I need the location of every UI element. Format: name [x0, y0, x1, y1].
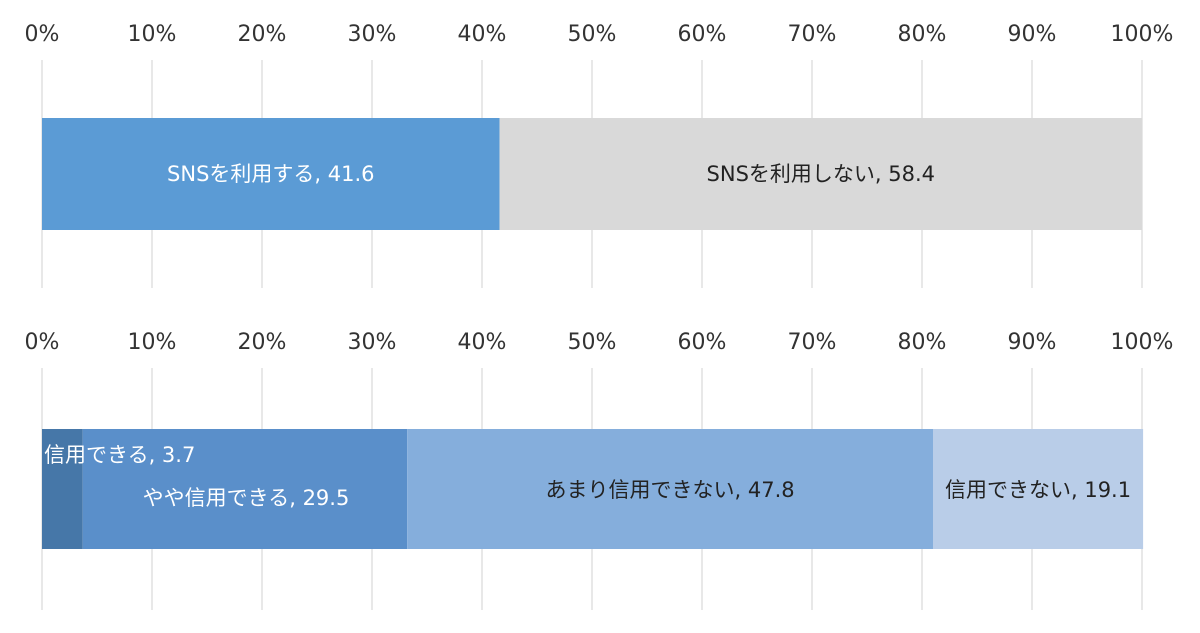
x-tick-label: 80% [898, 22, 947, 47]
bar-segment [82, 429, 408, 549]
x-tick-label: 60% [678, 330, 727, 355]
x-tick-label: 20% [238, 22, 287, 47]
data-label: SNSを利用しない, 58.4 [707, 162, 935, 186]
x-tick-label: 100% [1111, 330, 1174, 355]
x-tick-label: 100% [1111, 22, 1174, 47]
x-tick-label: 50% [568, 22, 617, 47]
x-tick-label: 90% [1008, 330, 1057, 355]
x-tick-label: 30% [348, 22, 397, 47]
x-tick-label: 0% [25, 22, 60, 47]
bar-segment [499, 118, 1143, 230]
bar-segment [42, 429, 83, 549]
x-tick-label: 10% [128, 22, 177, 47]
bar-segment [933, 429, 1144, 549]
chart-panel-2: 0% 10% 20% 30% 40% 50% 60% 70% 80% 90% 100% 信用できる, … [25, 330, 1174, 610]
data-label: あまり信用できない, 47.8 [546, 478, 795, 502]
x-tick-label: 0% [25, 330, 60, 355]
x-tick-label: 90% [1008, 22, 1057, 47]
bar-segment [42, 118, 500, 230]
x-tick-label: 60% [678, 22, 727, 47]
x-tick-label: 80% [898, 330, 947, 355]
data-label: やや信用できる, 29.5 [143, 486, 350, 510]
x-tick-label: 30% [348, 330, 397, 355]
x-tick-label: 70% [788, 330, 837, 355]
x-tick-label: 50% [568, 330, 617, 355]
x-tick-label: 40% [458, 330, 507, 355]
data-label: SNSを利用する, 41.6 [167, 162, 374, 186]
x-tick-label: 70% [788, 22, 837, 47]
x-tick-label: 20% [238, 330, 287, 355]
data-label: 信用できない, 19.1 [945, 478, 1131, 502]
x-tick-label: 10% [128, 330, 177, 355]
x-tick-label: 40% [458, 22, 507, 47]
data-label: 信用できる, 3.7 [44, 443, 195, 467]
bar-segment [407, 429, 933, 549]
chart-panel-1: 0% 10% 20% 30% 40% 50% 60% 70% 80% 90% 100% SNSを利用す… [25, 22, 1174, 288]
